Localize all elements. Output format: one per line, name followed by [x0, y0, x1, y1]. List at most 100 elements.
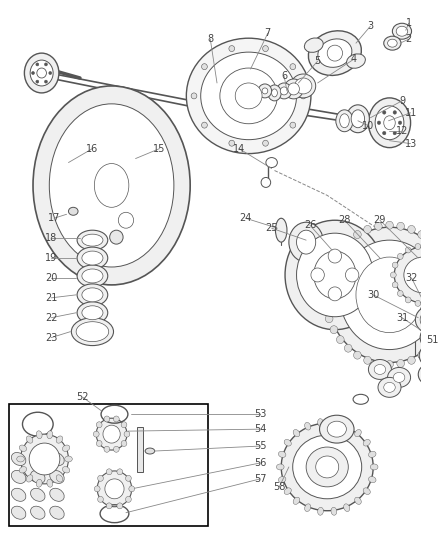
Ellipse shape — [397, 222, 404, 230]
Ellipse shape — [327, 45, 343, 61]
Ellipse shape — [420, 325, 438, 351]
Ellipse shape — [386, 221, 393, 229]
Ellipse shape — [304, 38, 323, 52]
Ellipse shape — [363, 488, 370, 495]
Ellipse shape — [368, 451, 376, 457]
Ellipse shape — [306, 447, 348, 487]
Ellipse shape — [36, 80, 39, 83]
Text: 9: 9 — [399, 96, 405, 106]
Ellipse shape — [56, 475, 63, 482]
Text: 2: 2 — [406, 34, 412, 44]
Text: 10: 10 — [362, 121, 374, 131]
Ellipse shape — [276, 218, 287, 242]
Ellipse shape — [418, 231, 425, 239]
Ellipse shape — [297, 233, 373, 317]
Text: 54: 54 — [254, 424, 266, 434]
Ellipse shape — [344, 504, 350, 512]
Ellipse shape — [96, 422, 102, 428]
Ellipse shape — [106, 503, 112, 509]
Ellipse shape — [82, 269, 103, 283]
Ellipse shape — [398, 121, 402, 125]
Ellipse shape — [293, 430, 300, 437]
Ellipse shape — [420, 310, 438, 330]
Text: 26: 26 — [304, 220, 316, 230]
Ellipse shape — [328, 287, 342, 301]
Text: 15: 15 — [153, 143, 166, 154]
Ellipse shape — [364, 356, 371, 364]
Ellipse shape — [50, 488, 64, 502]
Ellipse shape — [106, 469, 112, 475]
Ellipse shape — [356, 257, 423, 333]
Ellipse shape — [68, 207, 78, 215]
Ellipse shape — [29, 443, 60, 475]
Ellipse shape — [291, 74, 316, 98]
Ellipse shape — [19, 445, 27, 451]
Ellipse shape — [351, 110, 364, 128]
Ellipse shape — [388, 39, 397, 47]
Ellipse shape — [425, 244, 431, 249]
Ellipse shape — [124, 431, 130, 437]
Ellipse shape — [82, 306, 103, 320]
Ellipse shape — [117, 503, 123, 509]
Ellipse shape — [229, 46, 235, 52]
Ellipse shape — [284, 488, 291, 495]
Ellipse shape — [201, 122, 207, 128]
Ellipse shape — [392, 282, 398, 288]
Ellipse shape — [26, 475, 33, 482]
Ellipse shape — [355, 497, 361, 504]
Ellipse shape — [330, 256, 338, 264]
Ellipse shape — [322, 279, 330, 287]
Ellipse shape — [327, 227, 438, 362]
Ellipse shape — [33, 86, 190, 285]
Ellipse shape — [418, 364, 438, 385]
Ellipse shape — [415, 244, 421, 249]
Ellipse shape — [276, 83, 292, 99]
Ellipse shape — [374, 222, 382, 230]
Ellipse shape — [220, 68, 277, 124]
Ellipse shape — [47, 431, 53, 439]
Ellipse shape — [405, 247, 411, 253]
Ellipse shape — [191, 93, 197, 99]
Ellipse shape — [129, 486, 134, 492]
Ellipse shape — [290, 122, 296, 128]
Ellipse shape — [36, 479, 42, 487]
Ellipse shape — [388, 367, 410, 387]
Ellipse shape — [104, 416, 110, 422]
Text: 14: 14 — [233, 143, 245, 154]
Ellipse shape — [110, 230, 123, 244]
Ellipse shape — [404, 257, 438, 293]
Ellipse shape — [305, 423, 311, 430]
Ellipse shape — [284, 79, 303, 99]
Ellipse shape — [268, 85, 281, 101]
Bar — [138, 427, 143, 472]
Ellipse shape — [96, 418, 127, 450]
Ellipse shape — [31, 453, 45, 465]
Ellipse shape — [65, 456, 72, 462]
Ellipse shape — [32, 71, 35, 75]
Ellipse shape — [77, 284, 108, 306]
Ellipse shape — [405, 297, 411, 303]
Ellipse shape — [346, 105, 369, 133]
Ellipse shape — [392, 262, 398, 268]
Ellipse shape — [363, 439, 370, 446]
Ellipse shape — [97, 471, 132, 507]
Ellipse shape — [279, 451, 286, 457]
Ellipse shape — [435, 246, 438, 254]
Ellipse shape — [346, 268, 359, 282]
Ellipse shape — [105, 479, 124, 499]
Ellipse shape — [82, 288, 103, 302]
Ellipse shape — [262, 88, 268, 94]
Text: 4: 4 — [351, 54, 357, 64]
Ellipse shape — [235, 83, 262, 109]
Ellipse shape — [368, 360, 392, 379]
Ellipse shape — [392, 23, 412, 39]
Ellipse shape — [94, 486, 100, 492]
Ellipse shape — [321, 291, 329, 299]
Ellipse shape — [408, 356, 415, 364]
Ellipse shape — [284, 439, 291, 446]
Text: 31: 31 — [396, 313, 408, 323]
Ellipse shape — [63, 445, 70, 451]
Ellipse shape — [11, 506, 26, 519]
Ellipse shape — [297, 230, 316, 254]
Ellipse shape — [76, 322, 109, 342]
